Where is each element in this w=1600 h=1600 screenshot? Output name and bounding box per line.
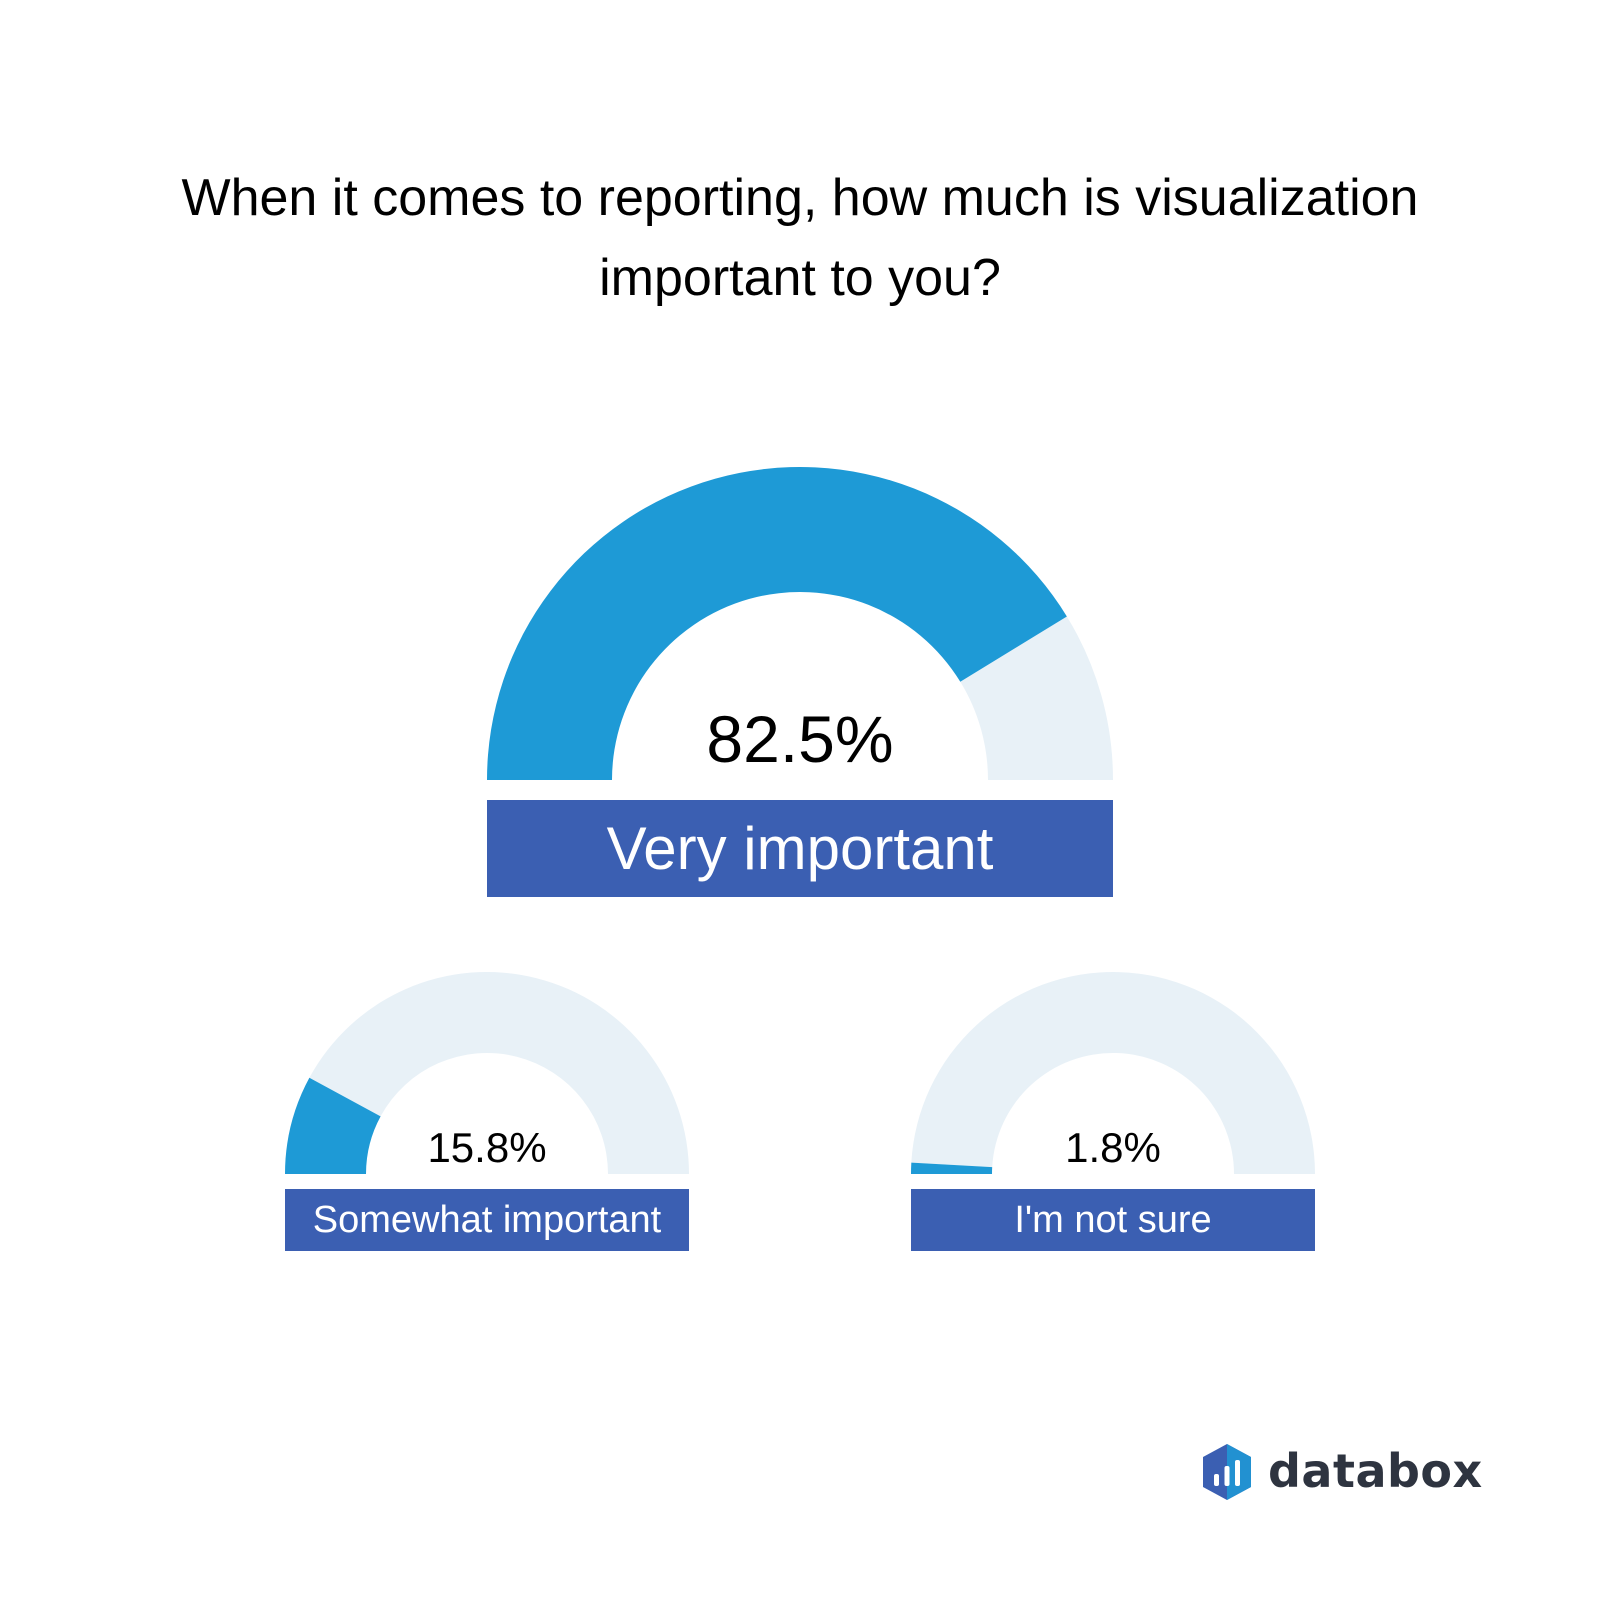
chart-title: When it comes to reporting, how much is … (181, 169, 1419, 307)
category-label: Somewhat important (313, 1199, 662, 1241)
category-label-box (911, 1189, 1315, 1251)
gauge-very-important: 82.5% Very important (487, 467, 1113, 897)
category-label-box (285, 1189, 689, 1251)
gauge-value-label: 15.8% (427, 1124, 546, 1171)
gauge-fill (487, 467, 1067, 780)
databox-logo-icon (1203, 1444, 1251, 1500)
gauge-value-label: 82.5% (706, 702, 893, 776)
gauge-fill (285, 1077, 381, 1174)
category-label: Very important (607, 815, 994, 882)
gauge-track (911, 971, 1315, 1174)
gauge-somewhat-important: 15.8% Somewhat important (285, 972, 689, 1251)
category-label-box (487, 800, 1113, 897)
category-label: I'm not sure (1014, 1199, 1211, 1241)
gauge-fill (911, 1162, 993, 1174)
gauge-track (309, 972, 689, 1174)
gauge-track (960, 616, 1113, 780)
gauge-value-label: 1.8% (1065, 1124, 1161, 1171)
brand-name: databox (1268, 1444, 1483, 1498)
gauge-i-m-not-sure: 1.8% I'm not sure (911, 971, 1315, 1251)
brand-logo: databox (1200, 1440, 1482, 1504)
